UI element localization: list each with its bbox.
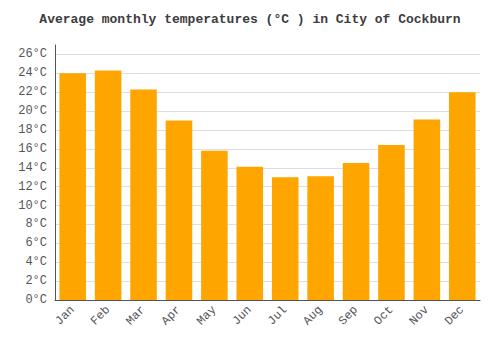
svg-text:Dec: Dec <box>442 303 467 328</box>
svg-text:6°C: 6°C <box>25 236 47 250</box>
svg-text:18°C: 18°C <box>18 123 47 137</box>
svg-text:Oct: Oct <box>371 303 396 328</box>
svg-text:Aug: Aug <box>300 303 325 328</box>
svg-text:10°C: 10°C <box>18 199 47 213</box>
svg-text:12°C: 12°C <box>18 180 47 194</box>
svg-text:Sep: Sep <box>336 303 361 328</box>
svg-text:26°C: 26°C <box>18 47 47 61</box>
svg-text:24°C: 24°C <box>18 66 47 80</box>
svg-text:14°C: 14°C <box>18 161 47 175</box>
svg-text:4°C: 4°C <box>25 255 47 269</box>
svg-text:Nov: Nov <box>407 303 432 328</box>
svg-text:16°C: 16°C <box>18 142 47 156</box>
svg-text:20°C: 20°C <box>18 104 47 118</box>
svg-text:Average monthly temperatures (: Average monthly temperatures (°C ) in Ci… <box>39 12 460 27</box>
svg-text:2°C: 2°C <box>25 274 47 288</box>
svg-text:Jun: Jun <box>230 303 255 328</box>
svg-text:22°C: 22°C <box>18 85 47 99</box>
svg-text:Apr: Apr <box>159 303 184 328</box>
svg-text:Jul: Jul <box>265 303 290 328</box>
svg-text:Mar: Mar <box>123 303 148 328</box>
svg-text:May: May <box>194 303 219 328</box>
svg-text:Feb: Feb <box>88 303 113 328</box>
svg-text:8°C: 8°C <box>25 217 47 231</box>
svg-text:Jan: Jan <box>53 303 78 328</box>
svg-text:0°C: 0°C <box>25 293 47 307</box>
